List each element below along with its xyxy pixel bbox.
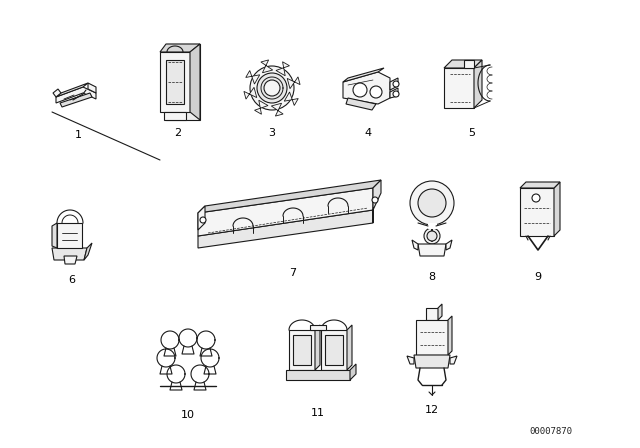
Polygon shape bbox=[244, 87, 257, 99]
Polygon shape bbox=[310, 325, 326, 330]
Polygon shape bbox=[428, 223, 436, 228]
Polygon shape bbox=[198, 210, 373, 248]
Polygon shape bbox=[88, 83, 96, 93]
Polygon shape bbox=[426, 308, 438, 320]
Polygon shape bbox=[198, 206, 205, 230]
Polygon shape bbox=[373, 180, 381, 223]
Polygon shape bbox=[390, 88, 398, 98]
Circle shape bbox=[393, 81, 399, 87]
Polygon shape bbox=[554, 182, 560, 236]
Text: 9: 9 bbox=[534, 272, 541, 282]
Circle shape bbox=[427, 231, 437, 241]
Circle shape bbox=[372, 197, 378, 203]
Polygon shape bbox=[474, 60, 482, 108]
Circle shape bbox=[410, 181, 454, 225]
Polygon shape bbox=[57, 223, 82, 248]
Text: 1: 1 bbox=[74, 130, 81, 140]
Circle shape bbox=[418, 189, 446, 217]
Circle shape bbox=[393, 91, 399, 97]
Text: 00007870: 00007870 bbox=[529, 427, 572, 436]
Polygon shape bbox=[261, 60, 273, 73]
Polygon shape bbox=[448, 316, 452, 355]
Text: 2: 2 bbox=[175, 128, 182, 138]
Polygon shape bbox=[198, 188, 373, 236]
Polygon shape bbox=[60, 93, 92, 107]
Polygon shape bbox=[160, 52, 190, 112]
Circle shape bbox=[353, 83, 367, 97]
Text: 7: 7 bbox=[289, 268, 296, 278]
Polygon shape bbox=[412, 240, 418, 250]
Polygon shape bbox=[343, 72, 390, 104]
Polygon shape bbox=[520, 182, 560, 188]
Polygon shape bbox=[321, 330, 347, 370]
Text: 4: 4 bbox=[364, 128, 372, 138]
Polygon shape bbox=[418, 244, 446, 256]
Polygon shape bbox=[390, 78, 398, 90]
Polygon shape bbox=[160, 44, 200, 52]
Polygon shape bbox=[347, 325, 352, 370]
Polygon shape bbox=[407, 356, 414, 364]
Polygon shape bbox=[286, 370, 350, 380]
Text: 11: 11 bbox=[311, 408, 325, 418]
Polygon shape bbox=[284, 92, 298, 105]
Polygon shape bbox=[446, 240, 452, 250]
Polygon shape bbox=[343, 68, 384, 82]
Polygon shape bbox=[293, 335, 311, 365]
Text: 3: 3 bbox=[269, 128, 275, 138]
Polygon shape bbox=[271, 103, 283, 116]
Polygon shape bbox=[52, 223, 57, 248]
Polygon shape bbox=[325, 335, 343, 365]
Text: 8: 8 bbox=[428, 272, 436, 282]
Circle shape bbox=[250, 66, 294, 110]
Polygon shape bbox=[246, 70, 260, 84]
Polygon shape bbox=[84, 243, 92, 260]
Polygon shape bbox=[255, 100, 268, 114]
Polygon shape bbox=[289, 330, 315, 370]
Polygon shape bbox=[287, 77, 300, 89]
Polygon shape bbox=[444, 68, 474, 108]
Polygon shape bbox=[198, 180, 381, 213]
Polygon shape bbox=[53, 89, 61, 97]
Polygon shape bbox=[166, 60, 184, 104]
Circle shape bbox=[424, 228, 440, 244]
Polygon shape bbox=[64, 256, 77, 264]
Polygon shape bbox=[56, 83, 88, 97]
Circle shape bbox=[370, 86, 382, 98]
Text: 10: 10 bbox=[181, 410, 195, 420]
Polygon shape bbox=[346, 98, 376, 110]
Polygon shape bbox=[416, 320, 448, 355]
Polygon shape bbox=[444, 60, 482, 68]
Polygon shape bbox=[315, 325, 320, 370]
Polygon shape bbox=[164, 112, 186, 120]
Polygon shape bbox=[190, 44, 200, 120]
Circle shape bbox=[257, 73, 287, 103]
Text: 6: 6 bbox=[68, 275, 76, 285]
Polygon shape bbox=[350, 364, 356, 380]
Text: 5: 5 bbox=[468, 128, 476, 138]
Polygon shape bbox=[520, 188, 554, 236]
Circle shape bbox=[532, 194, 540, 202]
Polygon shape bbox=[464, 60, 474, 68]
Polygon shape bbox=[276, 62, 289, 76]
Polygon shape bbox=[52, 248, 87, 260]
Polygon shape bbox=[166, 44, 200, 120]
Circle shape bbox=[264, 80, 280, 96]
Polygon shape bbox=[450, 356, 457, 364]
Polygon shape bbox=[56, 87, 96, 103]
Text: 12: 12 bbox=[425, 405, 439, 415]
Polygon shape bbox=[438, 304, 442, 320]
Circle shape bbox=[200, 217, 206, 223]
Polygon shape bbox=[414, 355, 450, 368]
